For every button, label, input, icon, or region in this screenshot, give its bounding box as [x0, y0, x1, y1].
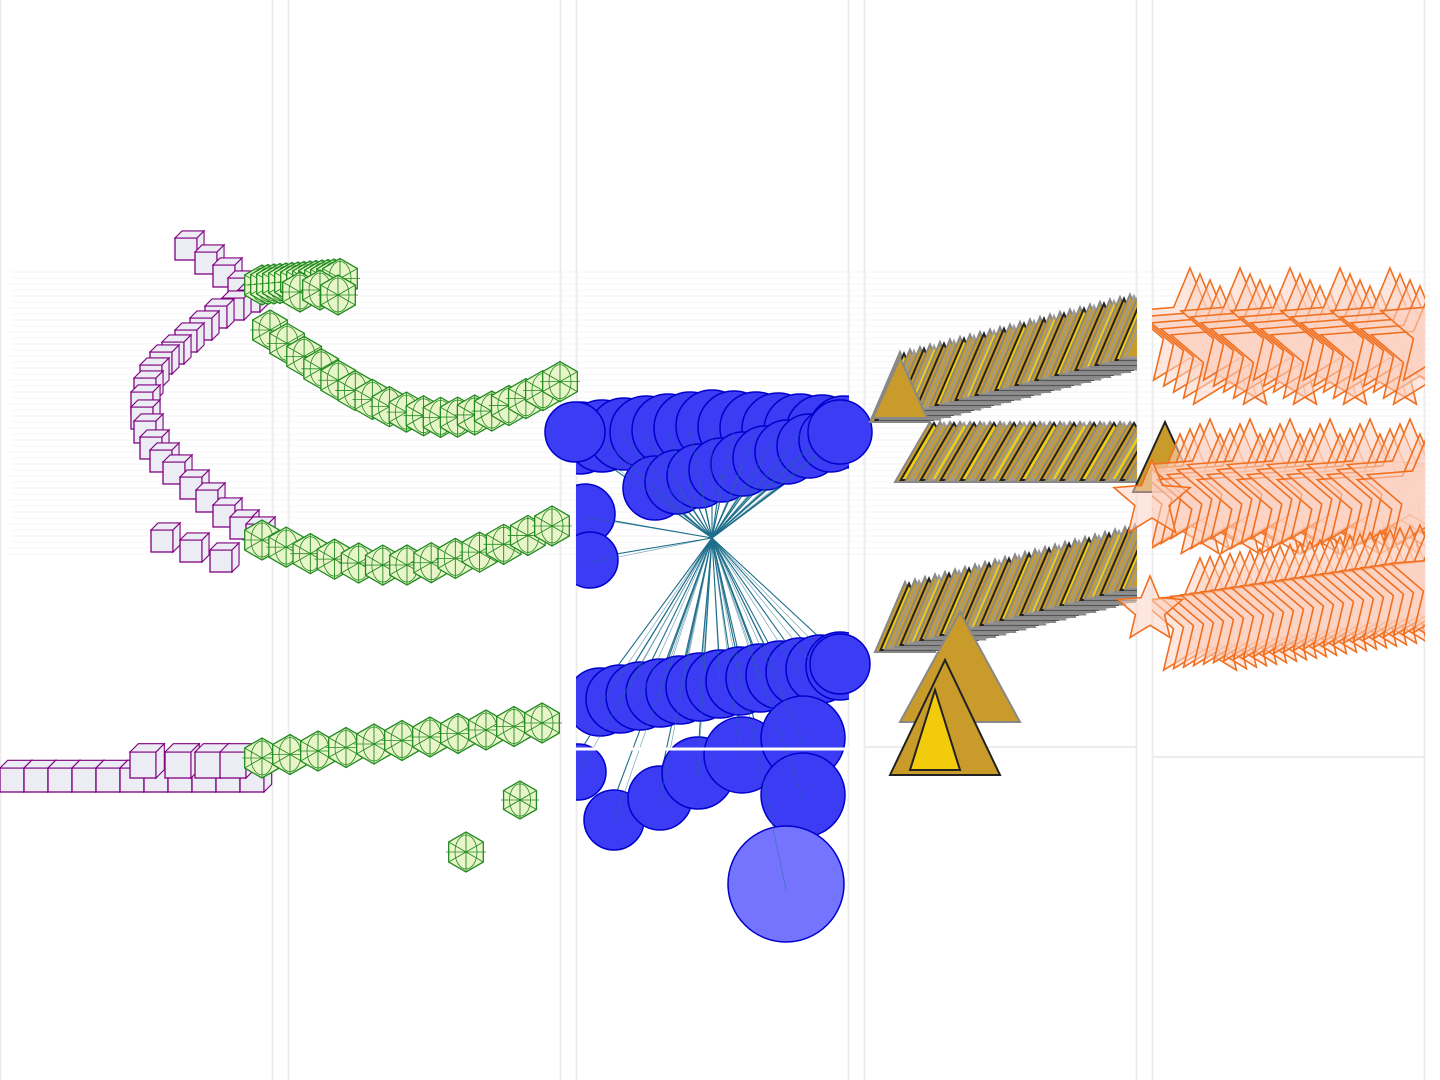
ray-line [697, 537, 713, 777]
icosphere-edge [530, 705, 554, 741]
ray-line [711, 432, 779, 539]
ray-line [577, 537, 713, 775]
panel-3-circles [576, 389, 849, 943]
star-mark [1379, 301, 1425, 382]
star-mark [1365, 438, 1425, 551]
circle-mark [809, 633, 871, 695]
ray-line [698, 479, 713, 539]
cube-face [95, 767, 121, 793]
triangle-mark [1129, 467, 1137, 481]
ray-line [711, 448, 810, 539]
cube-side [231, 541, 240, 574]
ray-line [584, 516, 713, 539]
cube-face [164, 751, 192, 779]
ray-line [711, 461, 766, 539]
cube-face [71, 767, 97, 793]
star-mark [1369, 301, 1425, 406]
icosphere-edge [548, 364, 572, 400]
cube-face [194, 751, 222, 779]
triangle-mark [908, 686, 962, 771]
icosphere-edge [509, 783, 531, 817]
triangle-mark [1123, 328, 1137, 359]
ray-line [601, 439, 713, 539]
ray-line [699, 537, 713, 691]
cube-face [179, 539, 203, 563]
icosphere-edge [540, 508, 564, 544]
ray-line [711, 537, 787, 890]
triangle-mark [1128, 569, 1137, 589]
circle-mark [760, 752, 846, 838]
ray-line [711, 454, 788, 539]
cube-face [150, 529, 174, 553]
ray-line [711, 537, 743, 759]
ray-line [711, 537, 721, 688]
ray-line [711, 431, 757, 539]
star-mark [1111, 457, 1193, 535]
ray-line [711, 537, 801, 676]
ray-line [711, 537, 781, 679]
panel-5-spill [1111, 457, 1193, 640]
ray-line [613, 537, 713, 824]
ray-line [711, 537, 741, 685]
cube-side [155, 742, 165, 780]
circle-mark [727, 825, 845, 943]
ray-line [711, 467, 744, 539]
cube-side [226, 297, 235, 330]
cube-face [23, 767, 49, 793]
cube-side [211, 309, 220, 342]
ray-line [711, 442, 832, 539]
panel-3-spill [544, 399, 873, 751]
cube-face [129, 751, 157, 779]
triangle-mark [871, 355, 929, 419]
ray-line [589, 537, 713, 564]
star-mark [1115, 573, 1185, 640]
cube-side [196, 321, 205, 354]
panel-5-stars [1152, 265, 1425, 672]
circle-mark [576, 531, 619, 589]
ray-line [667, 433, 713, 539]
panel-2-icospheres [242, 257, 580, 873]
star-mark [1389, 559, 1425, 635]
icosphere-edge [326, 277, 350, 313]
ray-line [711, 537, 804, 743]
cube-face [219, 751, 247, 779]
cube-face [47, 767, 73, 793]
ray-line [639, 537, 713, 700]
ray-line [579, 441, 713, 539]
ray-line [623, 437, 713, 539]
ray-line [711, 537, 821, 673]
ray-line [654, 490, 713, 539]
ray-line [676, 485, 713, 539]
cube-side [183, 333, 192, 366]
circle-mark [544, 401, 606, 463]
circle-mark [576, 743, 607, 801]
cube-face [174, 237, 198, 261]
cube-side [171, 343, 180, 376]
ray-line [659, 537, 713, 802]
icosphere-edge [454, 834, 478, 870]
panel-4-triangles [868, 291, 1137, 776]
ray-line [659, 537, 713, 697]
ray-line [711, 430, 735, 539]
cube-face [0, 767, 25, 793]
cube-side [201, 531, 210, 564]
ray-line [711, 433, 801, 539]
ray-line [711, 473, 722, 539]
circle-mark [807, 399, 873, 465]
ray-line [711, 537, 804, 800]
ray-line [599, 537, 713, 706]
cube-face [209, 549, 233, 573]
